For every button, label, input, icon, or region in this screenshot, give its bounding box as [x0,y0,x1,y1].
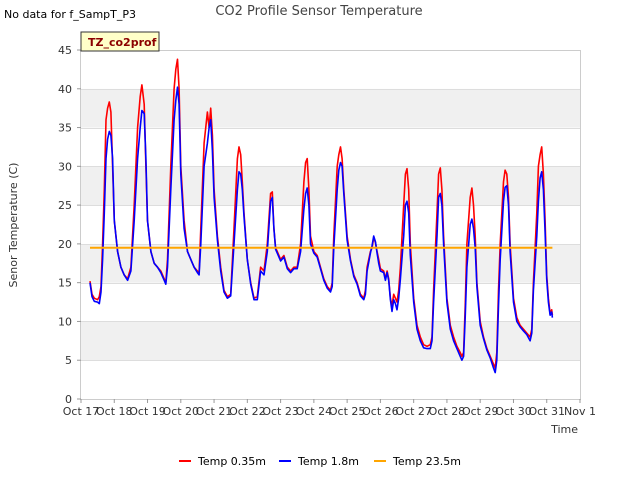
plot-band [81,88,580,128]
y-tick-label: 20 [58,238,72,251]
chart-title: CO2 Profile Sensor Temperature [215,4,422,19]
y-tick-label: 25 [58,199,72,212]
x-tick-label: Oct 26 [362,405,399,418]
x-axis-title: Time [550,423,578,436]
station-label-box: TZ_co2prof [80,31,160,52]
series-lines [89,58,554,374]
x-tick-label: Oct 20 [163,405,200,418]
x-tick-label: Oct 21 [196,405,233,418]
y-tick-label: 40 [58,83,72,96]
plot-band [81,205,580,244]
x-tick-label: Oct 22 [229,405,266,418]
x-tick-label: Oct 17 [63,405,100,418]
plot-band [81,360,580,399]
plot-background [81,50,580,399]
x-tick-label: Oct 25 [329,405,366,418]
y-tick-label: 15 [58,277,72,290]
legend: Temp 0.35m Temp 1.8m Temp 23.5m [179,455,461,468]
y-tick-label: 45 [58,44,72,57]
y-tick-label: 5 [65,354,72,367]
y-axis-ticks: 0 5 10 15 20 25 30 35 40 45 [58,44,81,406]
x-tick-label: Oct 18 [96,405,133,418]
y-axis-title: Senor Temperature (C) [7,163,20,288]
x-tick-label: Oct 24 [296,405,333,418]
x-tick-label: Oct 23 [262,405,299,418]
x-tick-label: Nov 1 [564,405,596,418]
legend-label: Temp 1.8m [297,455,359,468]
y-tick-label: 10 [58,315,72,328]
x-tick-label: Oct 27 [395,405,432,418]
x-tick-label: Oct 30 [495,405,532,418]
plot-band [81,243,580,283]
no-data-note: No data for f_SampT_P3 [4,8,136,21]
plot-band [81,321,580,361]
plot-band [81,127,580,167]
x-tick-label: Oct 28 [429,405,466,418]
y-tick-label: 0 [65,393,72,406]
y-tick-label: 35 [58,122,72,135]
station-label: TZ_co2prof [88,36,157,49]
x-tick-label: Oct 29 [462,405,499,418]
legend-label: Temp 0.35m [197,455,266,468]
x-tick-label: Oct 31 [528,405,565,418]
grid-lines [81,50,580,400]
plot-band [81,166,580,206]
plot-frame [80,50,581,400]
series-line-2 [89,86,554,374]
y-tick-label: 30 [58,160,72,173]
plot-band [81,50,580,89]
x-tick-label: Oct 19 [129,405,166,418]
legend-label: Temp 23.5m [392,455,461,468]
